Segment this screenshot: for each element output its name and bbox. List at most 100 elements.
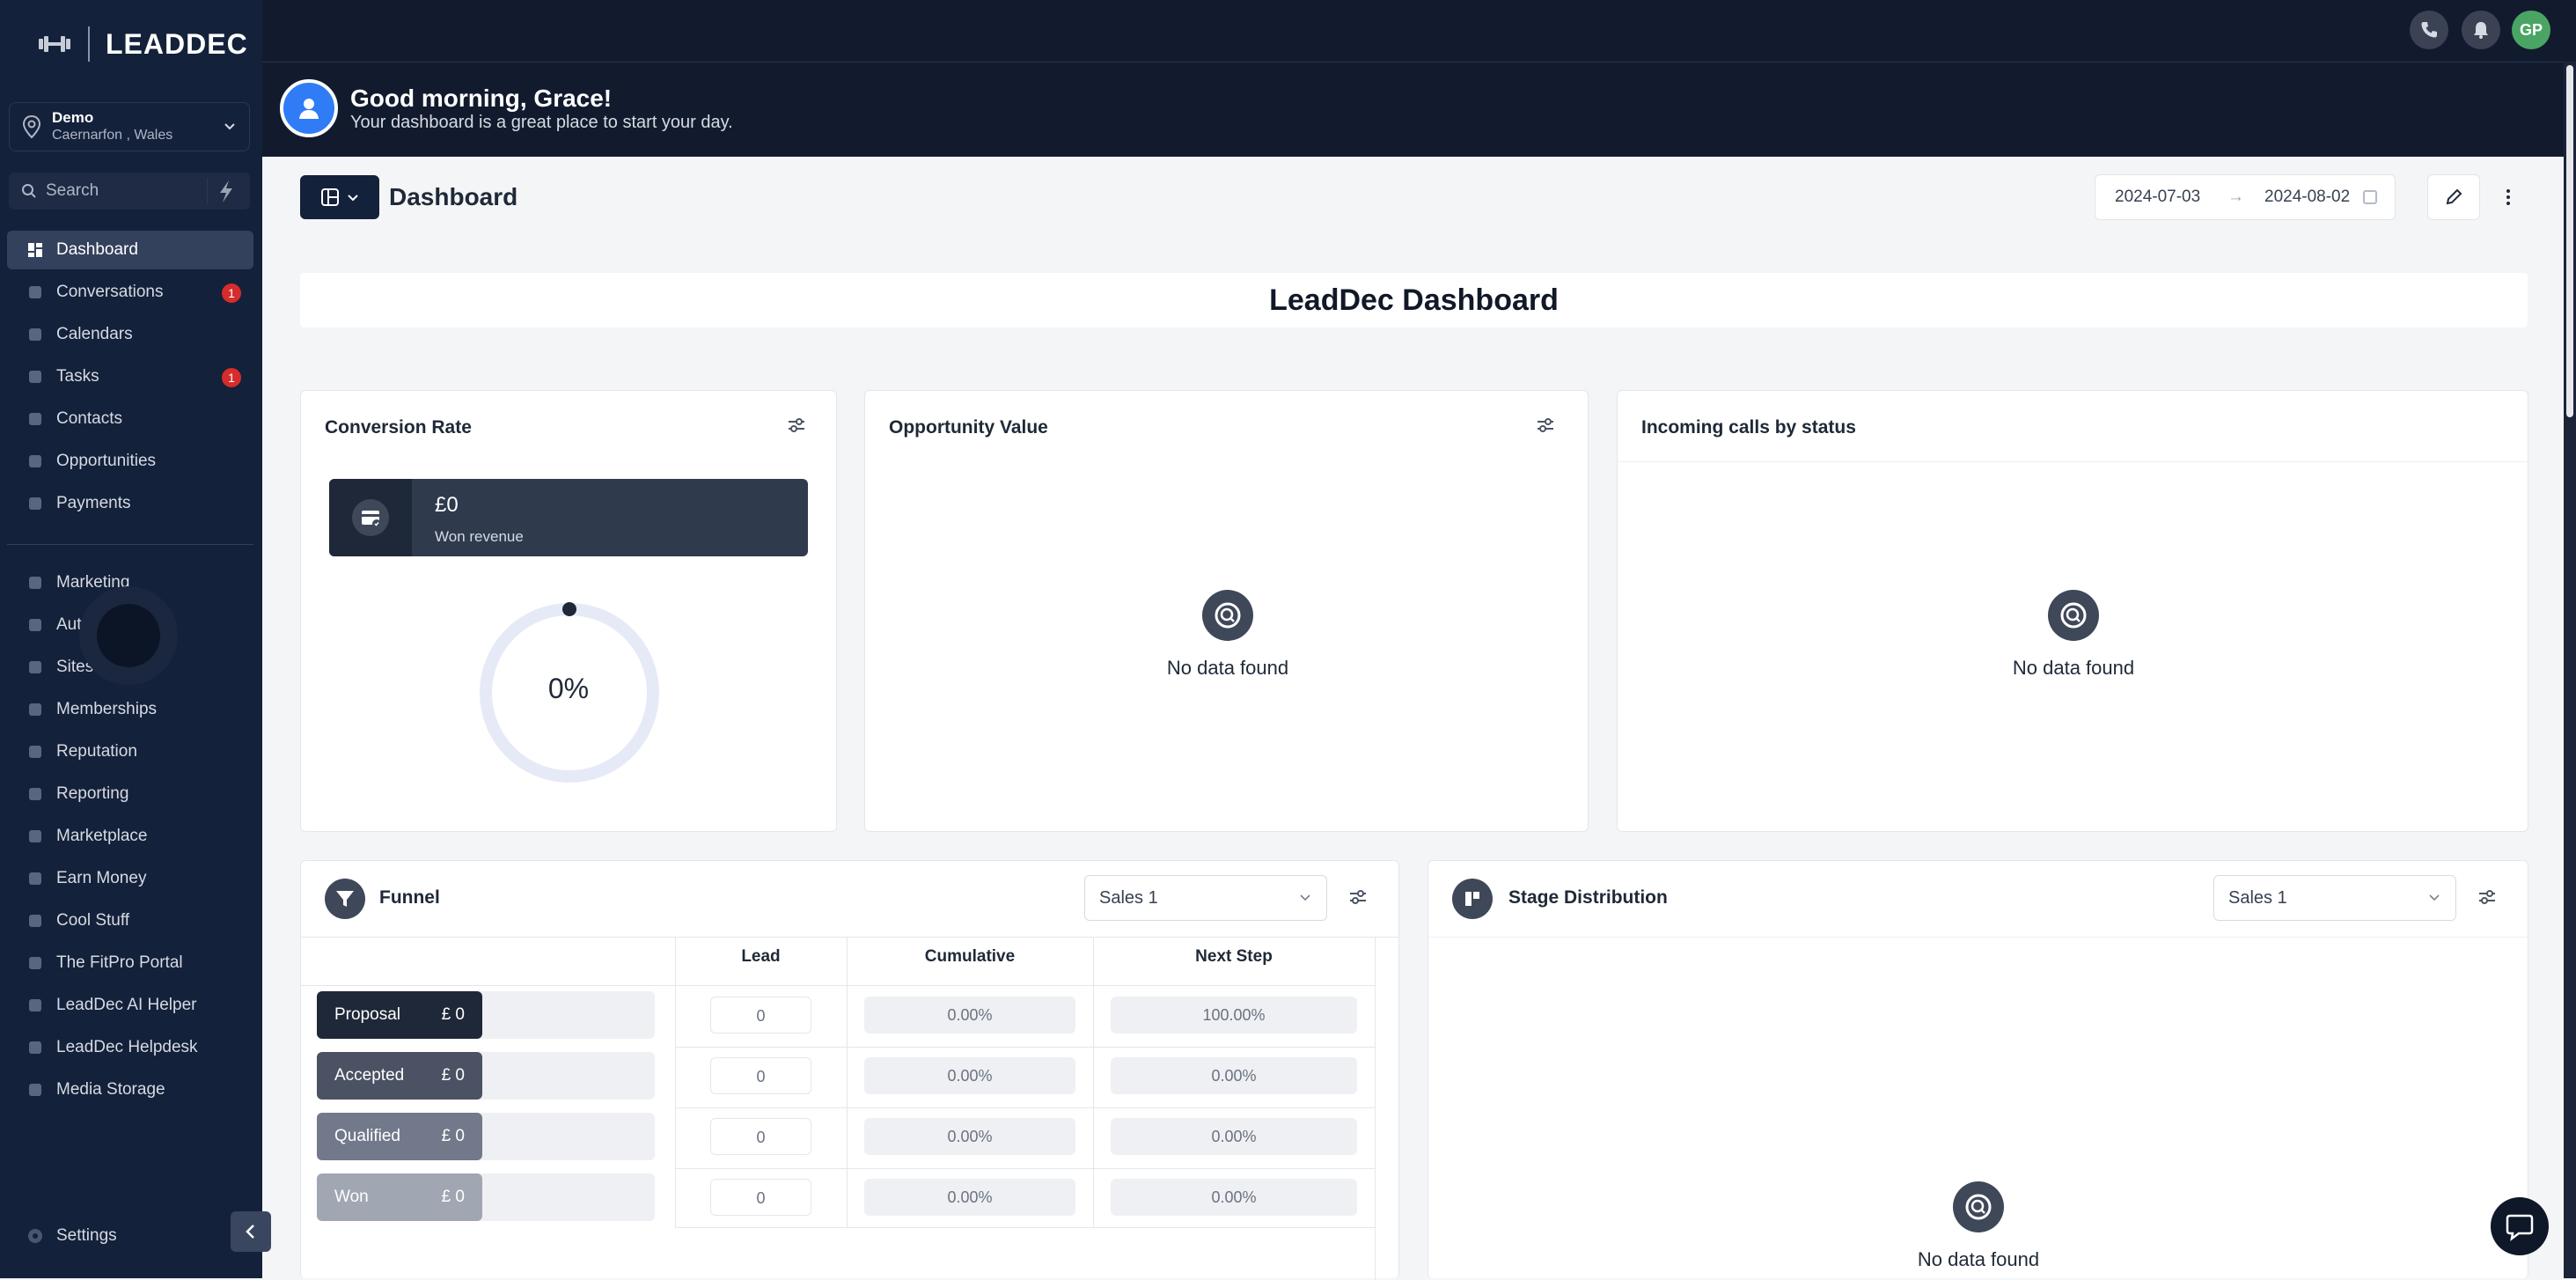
sidebar-item-cool-stuff[interactable]: Cool Stuff [7,901,253,940]
layout-icon [321,188,339,206]
sidebar-item-sites[interactable]: Sites [7,648,253,687]
dashboard-icon [26,241,44,259]
unread-badge: 1 [222,283,241,303]
filter-settings-icon[interactable] [1536,417,1555,433]
sidebar-item-contacts[interactable]: Contacts [7,400,253,438]
sidebar-item-reporting[interactable]: Reporting [7,775,253,813]
filter-settings-icon[interactable] [787,417,806,433]
more-vertical-icon [2506,189,2510,205]
sidebar-item-media-storage[interactable]: Media Storage [7,1070,253,1109]
sidebar-item-leaddec-helpdesk[interactable]: LeadDec Helpdesk [7,1028,253,1067]
arrow-right-icon: → [2227,188,2244,206]
user-icon [299,99,319,119]
pipeline-select[interactable]: Sales 1 [1084,875,1327,921]
pipeline-select-value: Sales 1 [1099,887,1158,908]
funnel-stage-bar: Accepted £ 0 [317,1052,655,1100]
sidebar-item-label: The FitPro Portal [56,953,183,972]
sidebar-item-reputation[interactable]: Reputation [7,732,253,771]
user-avatar[interactable]: GP [2512,11,2550,49]
user-icon [26,410,44,428]
more-options-button[interactable] [2499,181,2517,213]
chat-widget-button[interactable] [2491,1197,2549,1255]
search-input[interactable] [44,180,206,202]
sidebar-item-memberships[interactable]: Memberships [7,690,253,729]
info-icon [26,1039,44,1056]
table-border [1093,937,1094,1227]
unread-badge: 1 [222,368,241,387]
sidebar-item-marketing[interactable]: Marketing [7,563,253,602]
sidebar-item-the-fitpro-portal[interactable]: The FitPro Portal [7,944,253,982]
image-icon [26,1081,44,1099]
phone-button[interactable] [2410,11,2448,49]
sidebar-item-label: Reputation [56,742,137,761]
sidebar-item-conversations[interactable]: Conversations 1 [7,273,253,312]
funnel-stage-pill[interactable]: Proposal £ 0 [317,991,482,1039]
sidebar-item-label: Marketplace [56,827,148,845]
gauge-indicator [562,602,576,616]
chart-icon [26,785,44,803]
funnel-stage-pill[interactable]: Won £ 0 [317,1173,482,1221]
sidebar-item-opportunities[interactable]: Opportunities [7,442,253,481]
sidebar-item-calendars[interactable]: Calendars [7,315,253,354]
cumulative-value: 0.00% [864,1118,1075,1155]
filter-settings-icon[interactable] [2477,889,2497,905]
table-border [675,937,676,1227]
date-from[interactable]: 2024-07-03 [2115,188,2201,206]
cumulative-value: 0.00% [864,1179,1075,1216]
collapse-sidebar-button[interactable] [231,1211,271,1252]
dashboard-switcher-button[interactable] [300,175,379,219]
card-title: Stage Distribution [1508,887,1668,908]
funnel-stage-pill[interactable]: Accepted £ 0 [317,1052,482,1100]
card-title: Conversion Rate [325,417,472,438]
sidebar-item-marketplace[interactable]: Marketplace [7,817,253,856]
card-icon [26,495,44,512]
star-icon [26,743,44,761]
next-step-value: 100.00% [1111,997,1357,1034]
stage-name: Accepted [334,1066,405,1085]
notifications-button[interactable] [2462,11,2500,49]
sidebar-item-label: Media Storage [56,1080,165,1099]
sidebar-item-payments[interactable]: Payments [7,484,253,523]
sidebar-item-label: Earn Money [56,869,147,887]
empty-state: No data found [1873,1181,2084,1271]
location-switcher[interactable]: Demo Caernarfon , Wales [9,102,250,151]
filter-settings-icon[interactable] [1348,889,1368,905]
edit-dashboard-button[interactable] [2427,174,2480,220]
pipeline-select[interactable]: Sales 1 [2213,875,2456,921]
search-icon [22,184,36,198]
page-scrollbar[interactable] [2564,62,2576,1278]
sidebar-item-tasks[interactable]: Tasks 1 [7,357,253,396]
money-icon [26,870,44,887]
next-step-value: 0.00% [1111,1179,1357,1216]
brand-logo[interactable]: LEADDEC [37,26,248,62]
empty-message: No data found [1917,1248,2040,1270]
phone-icon [2421,22,2437,38]
card-title: Incoming calls by status [1641,417,1856,438]
empty-state: No data found [1122,590,1333,680]
greeting-subtitle: Your dashboard is a great place to start… [350,113,733,132]
empty-message: No data found [2012,657,2135,679]
top-header: GP [262,0,2576,157]
quick-action-button[interactable] [207,178,243,204]
chevron-left-icon [246,1225,254,1239]
won-revenue-icon-wrap [329,479,412,556]
funnel-stage-pill[interactable]: Qualified £ 0 [317,1113,482,1160]
table-border [675,1227,1375,1228]
sidebar-item-settings[interactable]: Settings [7,1217,253,1255]
date-range-picker[interactable]: 2024-07-03 → 2024-08-02 [2095,174,2396,220]
empty-message: No data found [1166,657,1289,679]
date-to[interactable]: 2024-08-02 [2264,188,2351,206]
sidebar-item-dashboard[interactable]: Dashboard [7,231,253,269]
sidebar-item-label: Opportunities [56,452,157,470]
sidebar-item-leaddec-ai-helper[interactable]: LeadDec AI Helper [7,986,253,1025]
sidebar-item-label: Tasks [56,367,99,386]
conversion-rate-value: 0% [547,673,590,704]
lead-count: 0 [710,1179,811,1216]
sidebar-item-earn-money[interactable]: Earn Money [7,859,253,898]
chat-icon [26,283,44,301]
card-divider [1428,937,2528,938]
sites-icon [26,658,44,676]
stage-value: £ 0 [441,1188,465,1206]
card-title: Funnel [379,887,440,908]
conversion-rate-card: Conversion Rate £0 Won revenue 0% [300,390,837,832]
